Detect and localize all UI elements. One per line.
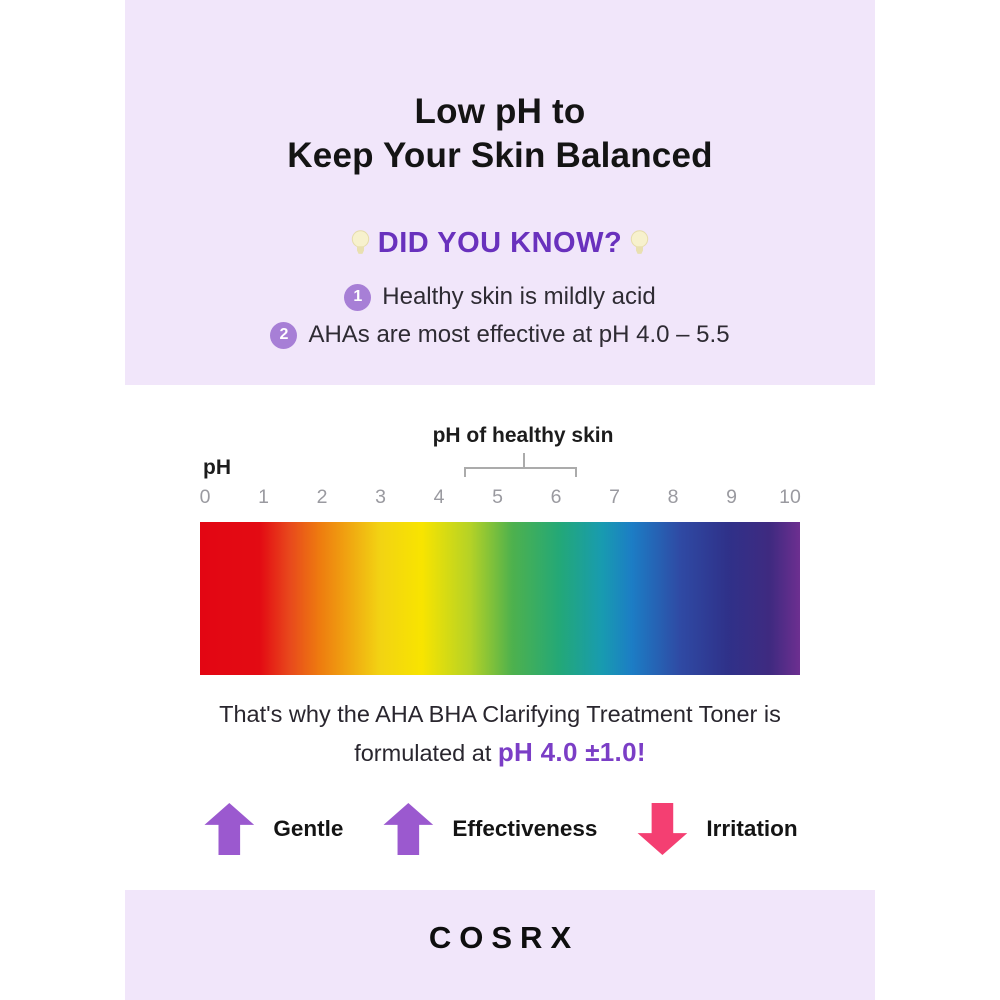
annotation-stem-line — [523, 453, 525, 467]
legend-item-gentle: Gentle — [202, 803, 343, 855]
title-line-2: Keep Your Skin Balanced — [287, 135, 713, 175]
ph-tick: 2 — [316, 486, 328, 508]
fact-text-2: AHAs are most effective at pH 4.0 – 5.5 — [308, 321, 730, 348]
ph-tick: 0 — [199, 486, 211, 508]
ph-tick: 9 — [726, 486, 737, 508]
legend-label: Gentle — [273, 816, 344, 841]
benefit-legend: Gentle Effectiveness Irritation — [125, 803, 875, 855]
infographic: Low pH to Keep Your Skin Balanced DID YO… — [125, 0, 875, 1000]
ph-tick: 6 — [550, 486, 562, 508]
lightbulb-icon — [351, 230, 369, 254]
number-badge-2: 2 — [270, 321, 298, 349]
did-you-know-text: DID YOU KNOW? — [377, 227, 623, 259]
ph-tick-row: 0 1 2 3 4 5 6 7 8 9 10 — [189, 486, 806, 509]
fact-item-2: 2 AHAs are most effective at pH 4.0 – 5.… — [125, 321, 875, 349]
cosrx-logo: COSRX — [428, 920, 580, 955]
legend-item-effectiveness: Effectiveness — [381, 803, 597, 855]
ph-tick: 10 — [779, 486, 801, 508]
ph-gradient-bar — [200, 522, 800, 675]
legend-label: Effectiveness — [452, 816, 598, 841]
did-you-know-heading: DID YOU KNOW? — [125, 227, 875, 260]
ph-value-highlight: pH 4.0 ±1.0! — [497, 737, 646, 767]
legend-label: Irritation — [706, 816, 798, 841]
footer-band: COSRX — [125, 890, 875, 1000]
ph-tick: 7 — [609, 486, 620, 508]
conclusion-line-2-prefix: formulated at — [354, 740, 498, 766]
arrow-up-icon — [383, 803, 434, 855]
number-badge-1: 1 — [344, 283, 372, 311]
legend-item-irritation: Irritation — [635, 803, 798, 855]
conclusion-line-1: That's why the AHA BHA Clarifying Treatm… — [219, 701, 781, 727]
ph-tick: 4 — [433, 486, 445, 508]
arrow-down-icon — [637, 803, 688, 855]
fact-text-1: Healthy skin is mildly acid — [382, 283, 656, 310]
arrow-up-icon — [204, 803, 255, 855]
ph-scale-section: pH of healthy skin pH 0 1 2 3 4 5 6 7 8 9 10 That'… — [125, 385, 875, 890]
ph-tick: 8 — [667, 486, 679, 508]
title-line-1: Low pH to — [414, 92, 586, 131]
ph-tick: 1 — [258, 486, 269, 508]
fact-item-1: 1 Healthy skin is mildly acid — [125, 283, 875, 311]
lightbulb-icon — [631, 230, 649, 254]
annotation-bracket — [464, 467, 577, 477]
healthy-skin-annotation: pH of healthy skin — [432, 424, 614, 447]
top-panel: Low pH to Keep Your Skin Balanced DID YO… — [125, 0, 875, 385]
ph-axis-label: pH — [203, 456, 231, 479]
ph-tick: 3 — [375, 486, 386, 508]
ph-tick: 5 — [492, 486, 503, 508]
page-title: Low pH to Keep Your Skin Balanced — [125, 90, 875, 178]
conclusion-line-2: formulated at pH 4.0 ±1.0! — [125, 737, 875, 768]
